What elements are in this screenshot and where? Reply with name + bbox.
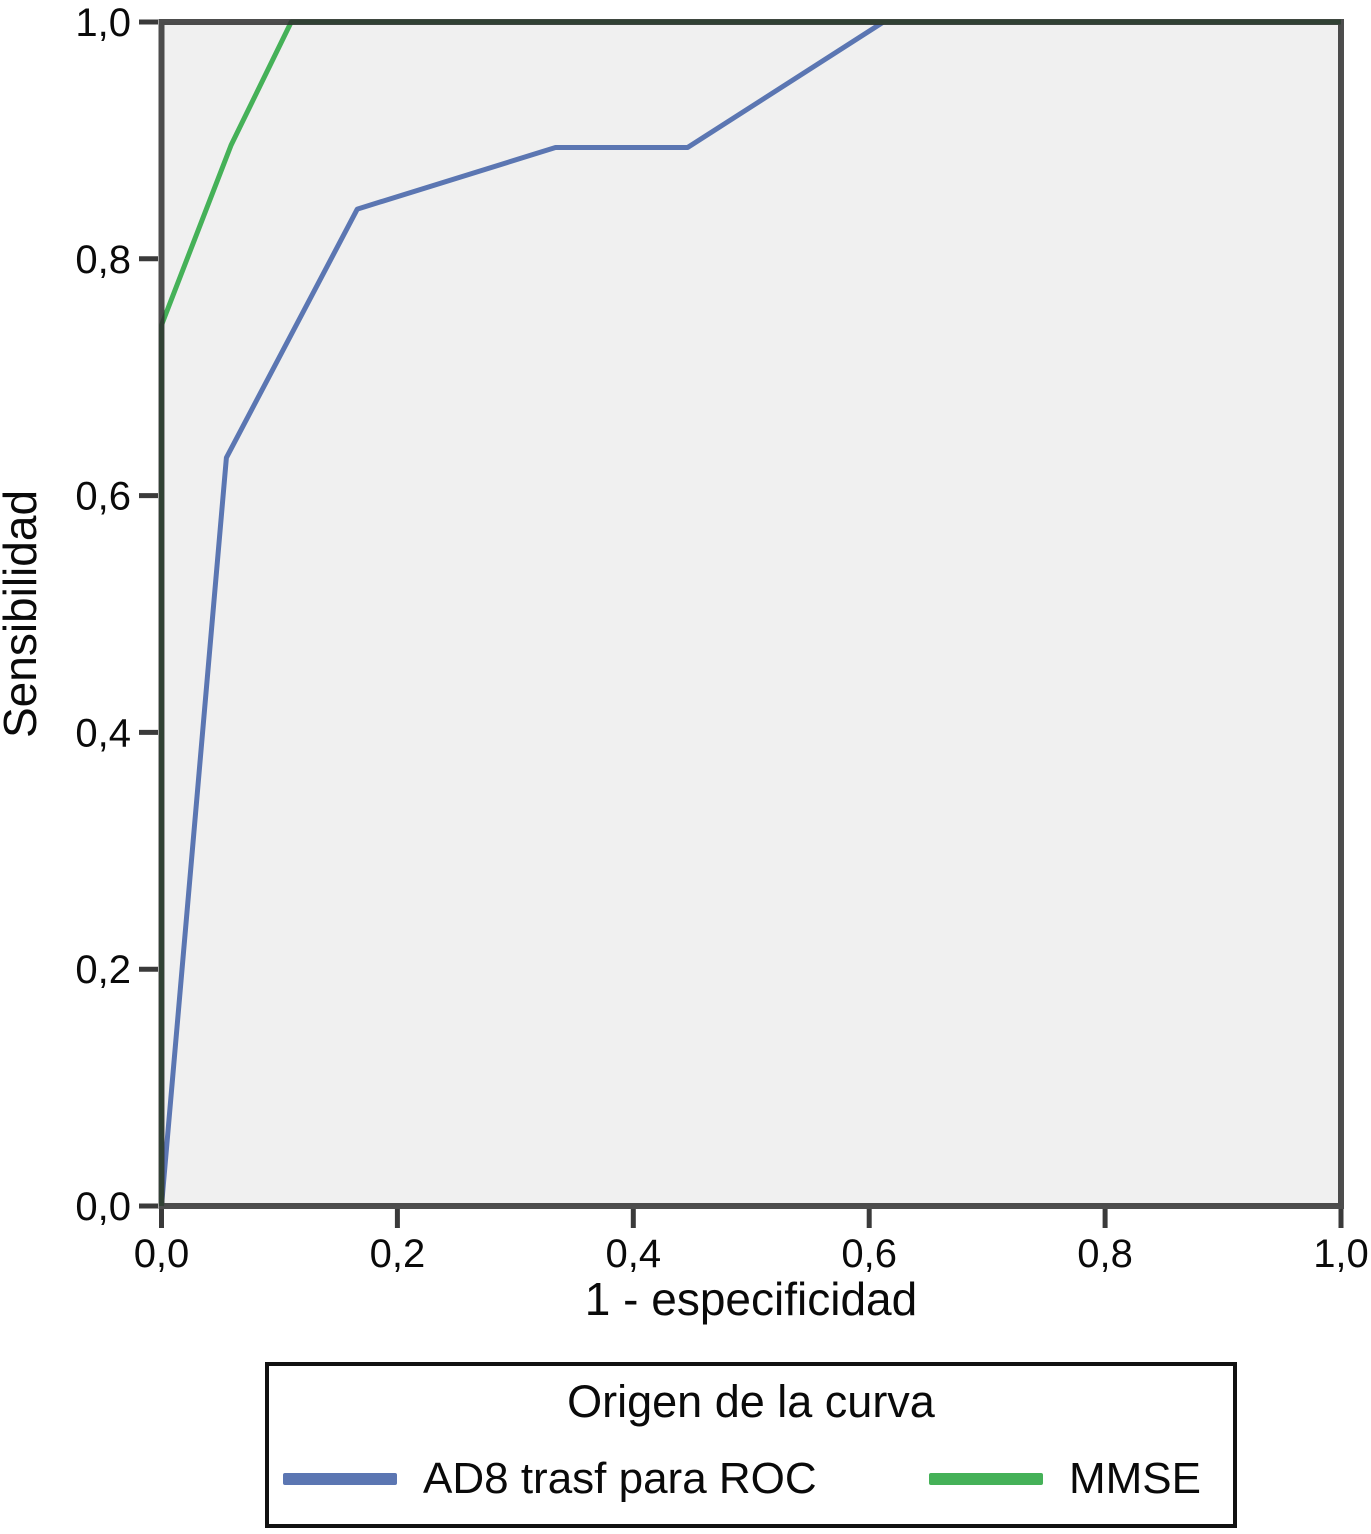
x-tick-label: 0,4 bbox=[605, 1232, 661, 1276]
x-tick-label: 0,2 bbox=[370, 1232, 426, 1276]
x-tick-label: 0,6 bbox=[841, 1232, 897, 1276]
legend-label-mmse: MMSE bbox=[1069, 1454, 1201, 1503]
y-tick-label: 0,4 bbox=[75, 711, 131, 755]
x-tick-label: 0,8 bbox=[1077, 1232, 1133, 1276]
x-axis-title: 1 - especificidad bbox=[585, 1273, 917, 1325]
axis-tick-labels: 0,0 0,2 0,4 0,6 0,8 1,0 0,0 0,2 0,4 0,6 0,8 1,0 bbox=[75, 1, 1368, 1276]
y-tick-label: 0,0 bbox=[75, 1185, 131, 1229]
legend-swatch-ad8-line-icon bbox=[283, 1473, 397, 1485]
y-tick-label: 0,6 bbox=[75, 475, 131, 519]
axis-ticks bbox=[139, 19, 1344, 1228]
legend-swatch-mmse-line-icon bbox=[929, 1473, 1043, 1485]
legend-entry-mmse: MMSE bbox=[929, 1454, 1201, 1504]
y-tick-label: 0,8 bbox=[75, 238, 131, 282]
legend-entry-ad8: AD8 trasf para ROC bbox=[283, 1454, 817, 1504]
legend-entries: AD8 trasf para ROC MMSE bbox=[269, 1454, 1233, 1504]
legend-label-ad8: AD8 trasf para ROC bbox=[423, 1454, 817, 1503]
roc-plot-svg: 0,0 0,2 0,4 0,6 0,8 1,0 0,0 0,2 0,4 0,6 0,8 1,0 Sen… bbox=[0, 1, 1369, 1325]
plot-frame bbox=[158, 19, 1344, 1209]
y-axis-title: Sensibilidad bbox=[0, 490, 46, 738]
plot-area bbox=[161, 22, 1341, 1206]
y-tick-label: 1,0 bbox=[75, 1, 131, 45]
legend-box: Origen de la curva AD8 trasf para ROC MM… bbox=[265, 1362, 1237, 1528]
x-tick-label: 1,0 bbox=[1313, 1232, 1369, 1276]
y-tick-label: 0,2 bbox=[75, 948, 131, 992]
x-tick-label: 0,0 bbox=[134, 1232, 190, 1276]
legend-title: Origen de la curva bbox=[567, 1376, 935, 1427]
